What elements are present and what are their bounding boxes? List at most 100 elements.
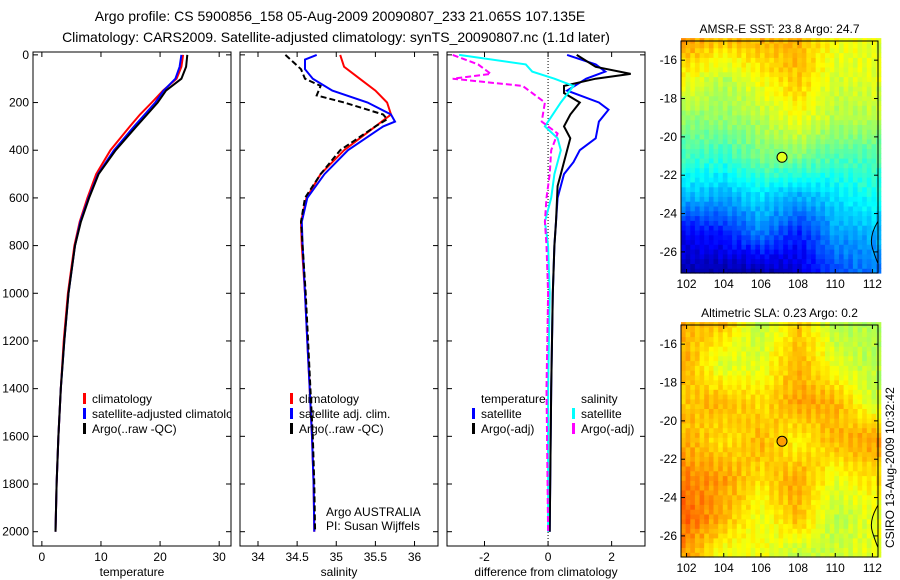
heatmap-cell [760, 350, 766, 357]
heatmap-cell [815, 239, 821, 245]
heatmap-cell [848, 148, 854, 154]
heatmap-cell [871, 394, 877, 400]
heatmap-cell [811, 186, 817, 193]
heatmap-cell [862, 537, 868, 544]
heatmap-cell [773, 220, 780, 226]
heatmap-cell [736, 225, 742, 231]
heatmap-cell [708, 470, 715, 477]
heatmap-cell [843, 172, 849, 178]
heatmap-cell [852, 427, 859, 433]
heatmap-cell [704, 470, 710, 477]
heatmap-cell [792, 446, 798, 453]
heatmap-cell [787, 229, 794, 236]
heatmap-cell [764, 341, 770, 347]
heatmap-cell [801, 509, 807, 515]
heatmap-cell [736, 210, 742, 217]
heatmap-cell [769, 253, 775, 260]
heatmap-cell [825, 263, 831, 269]
heatmap-cell [727, 346, 733, 352]
heatmap-cell [839, 475, 845, 481]
heatmap-cell [681, 518, 687, 525]
heatmap-cell [876, 494, 882, 501]
heatmap-cell [848, 355, 854, 362]
heatmap-cell [806, 71, 812, 78]
heatmap-cell [839, 71, 845, 78]
heatmap-cell [811, 350, 817, 357]
heatmap-cell [778, 119, 784, 125]
heatmap-cell [857, 547, 863, 553]
heatmap-cell [727, 162, 733, 169]
heatmap-cell [815, 422, 821, 429]
heatmap-cell [718, 389, 724, 395]
heatmap-cell [722, 239, 728, 245]
heatmap-cell [718, 90, 724, 97]
heatmap-cell [852, 81, 859, 87]
heatmap-cell [704, 456, 710, 462]
heatmap-cell [704, 52, 710, 58]
heatmap-cell [694, 403, 701, 409]
heatmap-cell [862, 234, 868, 241]
heatmap-cell [876, 110, 882, 116]
heatmap-cell [862, 365, 868, 371]
heatmap-cell [746, 446, 752, 453]
heatmap-cell [820, 239, 826, 245]
heatmap-cell [773, 494, 780, 501]
heatmap-cell [764, 394, 770, 400]
heatmap-cell [801, 100, 807, 106]
heatmap-cell [694, 90, 701, 97]
heatmap-cell [797, 389, 803, 395]
heatmap-cell [801, 66, 807, 73]
heatmap-cell [755, 158, 761, 164]
heatmap-cell [820, 389, 826, 395]
heatmap-cell [862, 134, 868, 140]
heatmap-cell [829, 389, 835, 395]
heatmap-cell [848, 533, 854, 539]
heatmap-cell [801, 134, 807, 140]
heatmap-cell [769, 239, 775, 245]
heatmap-cell [760, 398, 766, 405]
heatmap-cell [876, 370, 882, 376]
heatmap-cell [871, 205, 877, 212]
heatmap-cell [718, 229, 724, 236]
heatmap-cell [736, 480, 742, 486]
heatmap-cell [852, 533, 859, 539]
heatmap-cell [834, 215, 840, 221]
heatmap-cell [801, 167, 807, 173]
heatmap-cell [769, 191, 775, 197]
heatmap-cell [820, 52, 826, 58]
heatmap-cell [778, 523, 784, 529]
heatmap-cell [792, 350, 798, 357]
heatmap-cell [862, 191, 868, 197]
heatmap-cell [722, 129, 728, 135]
heatmap-cell [839, 268, 845, 274]
heatmap-cell [718, 494, 724, 501]
heatmap-cell [871, 403, 877, 409]
heatmap-cell [834, 418, 840, 424]
heatmap-cell [783, 181, 789, 188]
heatmap-cell [857, 408, 863, 414]
heatmap-cell [783, 42, 789, 49]
heatmap-cell [755, 346, 761, 352]
heatmap-cell [736, 158, 742, 164]
heatmap-cell [871, 177, 877, 183]
heatmap-cell [685, 504, 691, 510]
heatmap-cell [718, 158, 724, 164]
heatmap-cell [797, 513, 803, 520]
heatmap-cell [732, 326, 738, 333]
heatmap-cell [843, 456, 849, 462]
heatmap-cell [876, 427, 882, 433]
heatmap-cell [708, 384, 715, 390]
heatmap-cell [736, 138, 742, 145]
heatmap-cell [876, 331, 882, 338]
heatmap-cell [769, 485, 775, 491]
heatmap-cell [722, 485, 728, 491]
heatmap-cell [815, 110, 821, 116]
heatmap-cell [694, 47, 701, 54]
heatmap-cell [699, 215, 705, 221]
heatmap-cell [727, 379, 733, 385]
heatmap-cell [829, 437, 835, 443]
heatmap-cell [755, 196, 761, 202]
heatmap-cell [727, 370, 733, 376]
heatmap-cell [806, 446, 812, 453]
heatmap-cell [857, 239, 863, 245]
